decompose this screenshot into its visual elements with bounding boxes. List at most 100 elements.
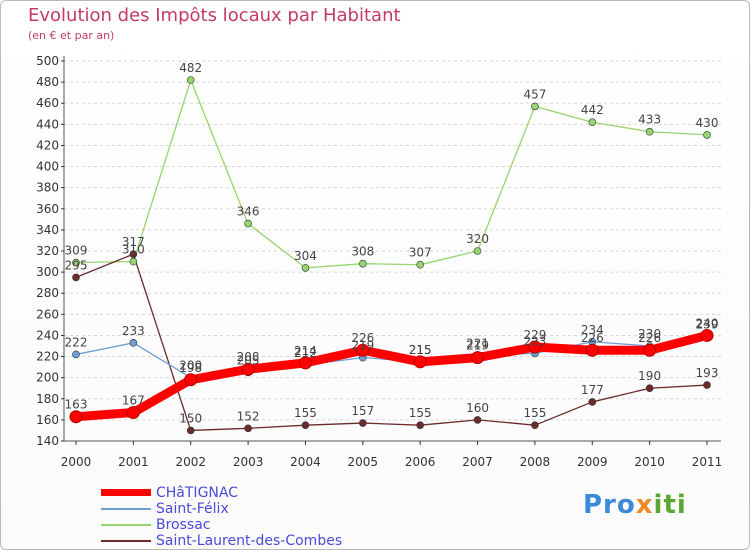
data-label: 152 [237, 409, 260, 423]
y-tick-label: 380 [36, 181, 59, 195]
proxiti-logo: Proxiti [583, 490, 687, 520]
data-point [241, 362, 255, 376]
y-tick-label: 160 [36, 413, 59, 427]
data-point [129, 339, 138, 347]
x-tick-label: 2011 [692, 455, 723, 469]
data-point [528, 340, 542, 354]
data-label: 214 [294, 344, 317, 358]
x-tick-label: 2005 [348, 455, 379, 469]
data-point [473, 416, 482, 424]
y-tick-label: 140 [36, 434, 59, 448]
y-tick-label: 320 [36, 244, 59, 258]
legend-label: Saint-Laurent-des-Combes [156, 533, 343, 549]
series-points [69, 76, 714, 435]
data-label: 230 [638, 327, 661, 341]
x-tick-label: 2000 [61, 455, 92, 469]
data-point [643, 343, 657, 357]
data-label: 239 [696, 318, 719, 332]
y-tick-label: 440 [36, 117, 59, 131]
data-point [700, 328, 714, 342]
y-tick-label: 260 [36, 307, 59, 321]
data-point [531, 421, 539, 429]
series-line-2 [75, 79, 708, 269]
data-point [416, 421, 424, 429]
data-point [186, 76, 195, 84]
data-label: 457 [523, 87, 546, 101]
x-tick-label: 2009 [577, 455, 608, 469]
data-label: 310 [122, 243, 145, 257]
data-point [129, 250, 138, 258]
data-label: 205 [237, 353, 260, 367]
data-label: 223 [523, 334, 546, 348]
data-point [471, 351, 485, 365]
data-label: 222 [65, 335, 88, 349]
y-tick-label: 340 [36, 223, 59, 237]
data-label: 215 [409, 343, 432, 357]
data-label: 308 [351, 245, 374, 259]
data-label: 240 [696, 316, 719, 330]
data-label: 155 [523, 406, 546, 420]
data-label: 317 [122, 235, 145, 249]
y-tick-label: 300 [36, 265, 59, 279]
data-point [585, 343, 599, 357]
data-label: 208 [237, 350, 260, 364]
data-point [301, 264, 310, 272]
x-tick-label: 2010 [634, 455, 665, 469]
data-label: 177 [581, 383, 604, 397]
data-label: 430 [696, 116, 719, 130]
data-label: 215 [409, 343, 432, 357]
data-label: 226 [638, 331, 661, 345]
data-point [413, 355, 427, 369]
series-line-0 [71, 330, 712, 422]
data-point [244, 424, 252, 433]
data-point [588, 118, 597, 127]
data-label: 219 [466, 339, 489, 353]
x-tick-label: 2007 [462, 455, 493, 469]
data-label: 150 [179, 411, 202, 425]
data-point [531, 102, 539, 111]
data-label: 482 [179, 61, 202, 75]
data-label: 226 [351, 331, 374, 345]
data-label: 155 [294, 406, 317, 420]
data-label: 304 [294, 249, 317, 263]
x-tick-label: 2003 [233, 455, 264, 469]
data-point [416, 260, 424, 269]
data-label: 320 [466, 232, 489, 246]
y-tick-label: 180 [36, 392, 59, 406]
legend-label: Saint-Félix [156, 501, 229, 517]
data-point [359, 259, 367, 268]
data-label: 234 [581, 323, 604, 337]
data-point [645, 384, 654, 393]
y-tick-label: 420 [36, 138, 59, 152]
data-point [301, 421, 310, 429]
data-label: 221 [466, 337, 489, 351]
series-line-3 [75, 253, 708, 432]
legend-swatch [101, 524, 151, 526]
data-point [645, 127, 654, 136]
data-point [184, 373, 198, 387]
data-label: 193 [696, 366, 719, 380]
data-label: 309 [65, 244, 88, 258]
y-tick-label: 220 [36, 350, 59, 364]
data-point [186, 426, 195, 435]
y-axis-ticks: 140 160 180 200 220 240 260 280 300 320 340 360 380 4… [36, 54, 64, 448]
data-point [69, 410, 83, 424]
data-label: 160 [466, 401, 489, 415]
data-point [359, 419, 367, 427]
x-axis-ticks: 2000 2001 2002 2003 2004 2005 2006 2007 2008 2009… [61, 441, 723, 469]
legend-swatch [101, 540, 151, 542]
data-point [473, 247, 482, 255]
data-label: 190 [638, 369, 661, 383]
y-tick-label: 400 [36, 160, 59, 174]
data-label: 155 [409, 406, 432, 420]
data-label: 198 [179, 361, 202, 375]
line-chart: 140 160 180 200 220 240 260 280 300 320 340 360 380 4… [36, 54, 723, 469]
legend-label: CHâTIGNAC [156, 485, 238, 501]
data-label: 346 [237, 205, 260, 219]
data-label: 233 [122, 324, 145, 338]
data-point [72, 350, 80, 359]
grid-lines [64, 60, 721, 421]
x-tick-label: 2004 [290, 455, 321, 469]
data-label: 212 [294, 346, 317, 360]
data-label: 433 [638, 113, 661, 127]
